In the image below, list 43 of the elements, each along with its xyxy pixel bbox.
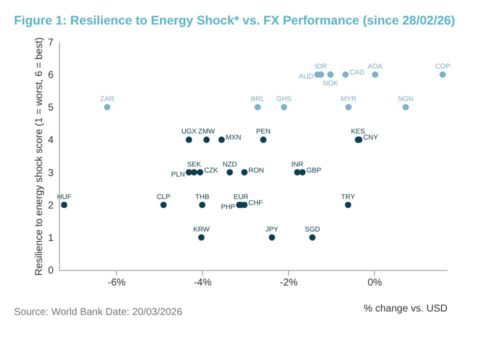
y-tick-label: 7 [48, 38, 54, 48]
y-tick-label: 0 [48, 266, 54, 276]
point [61, 202, 68, 208]
x-tick-label: -6% [108, 278, 126, 288]
point [344, 202, 352, 208]
point [104, 104, 110, 110]
point [402, 104, 409, 110]
point [160, 202, 167, 208]
point [268, 234, 276, 241]
y-tick-label: 3 [48, 168, 54, 179]
x-tick-label: -4% [194, 278, 212, 288]
point [327, 71, 334, 78]
point [342, 71, 349, 78]
point [199, 202, 206, 208]
x-tick-label: -2% [280, 278, 298, 288]
point [226, 169, 233, 176]
point [190, 169, 198, 176]
point [241, 169, 248, 176]
chart-title: Figure 1: Resilience to Energy Shock* vs. FX Performance (since 28/02/26) [14, 13, 456, 28]
point [440, 71, 446, 78]
y-tick-label: 2 [48, 200, 54, 212]
y-axis-title: Resilience to energy shock score (1 = worst, 6 = best) [34, 37, 45, 276]
y-tick-label: 6 [48, 70, 54, 82]
point [345, 104, 352, 110]
point [254, 104, 261, 110]
y-tick-label: 4 [48, 135, 54, 146]
source-note: Source: World Bank Date: 20/03/2026 [14, 307, 183, 318]
x-tick-label: 0% [368, 278, 382, 288]
point [372, 71, 378, 78]
point [186, 169, 192, 176]
point [280, 104, 288, 110]
y-tick-label: 5 [48, 102, 54, 114]
point [203, 136, 210, 143]
point [294, 169, 300, 176]
point [260, 136, 266, 143]
x-axis-title: % change vs. USD [364, 304, 448, 314]
point [186, 136, 192, 143]
point [196, 169, 204, 176]
point [309, 234, 316, 241]
y-tick-label: 1 [48, 232, 54, 244]
point [299, 169, 306, 176]
point [218, 136, 225, 143]
point [198, 234, 205, 241]
